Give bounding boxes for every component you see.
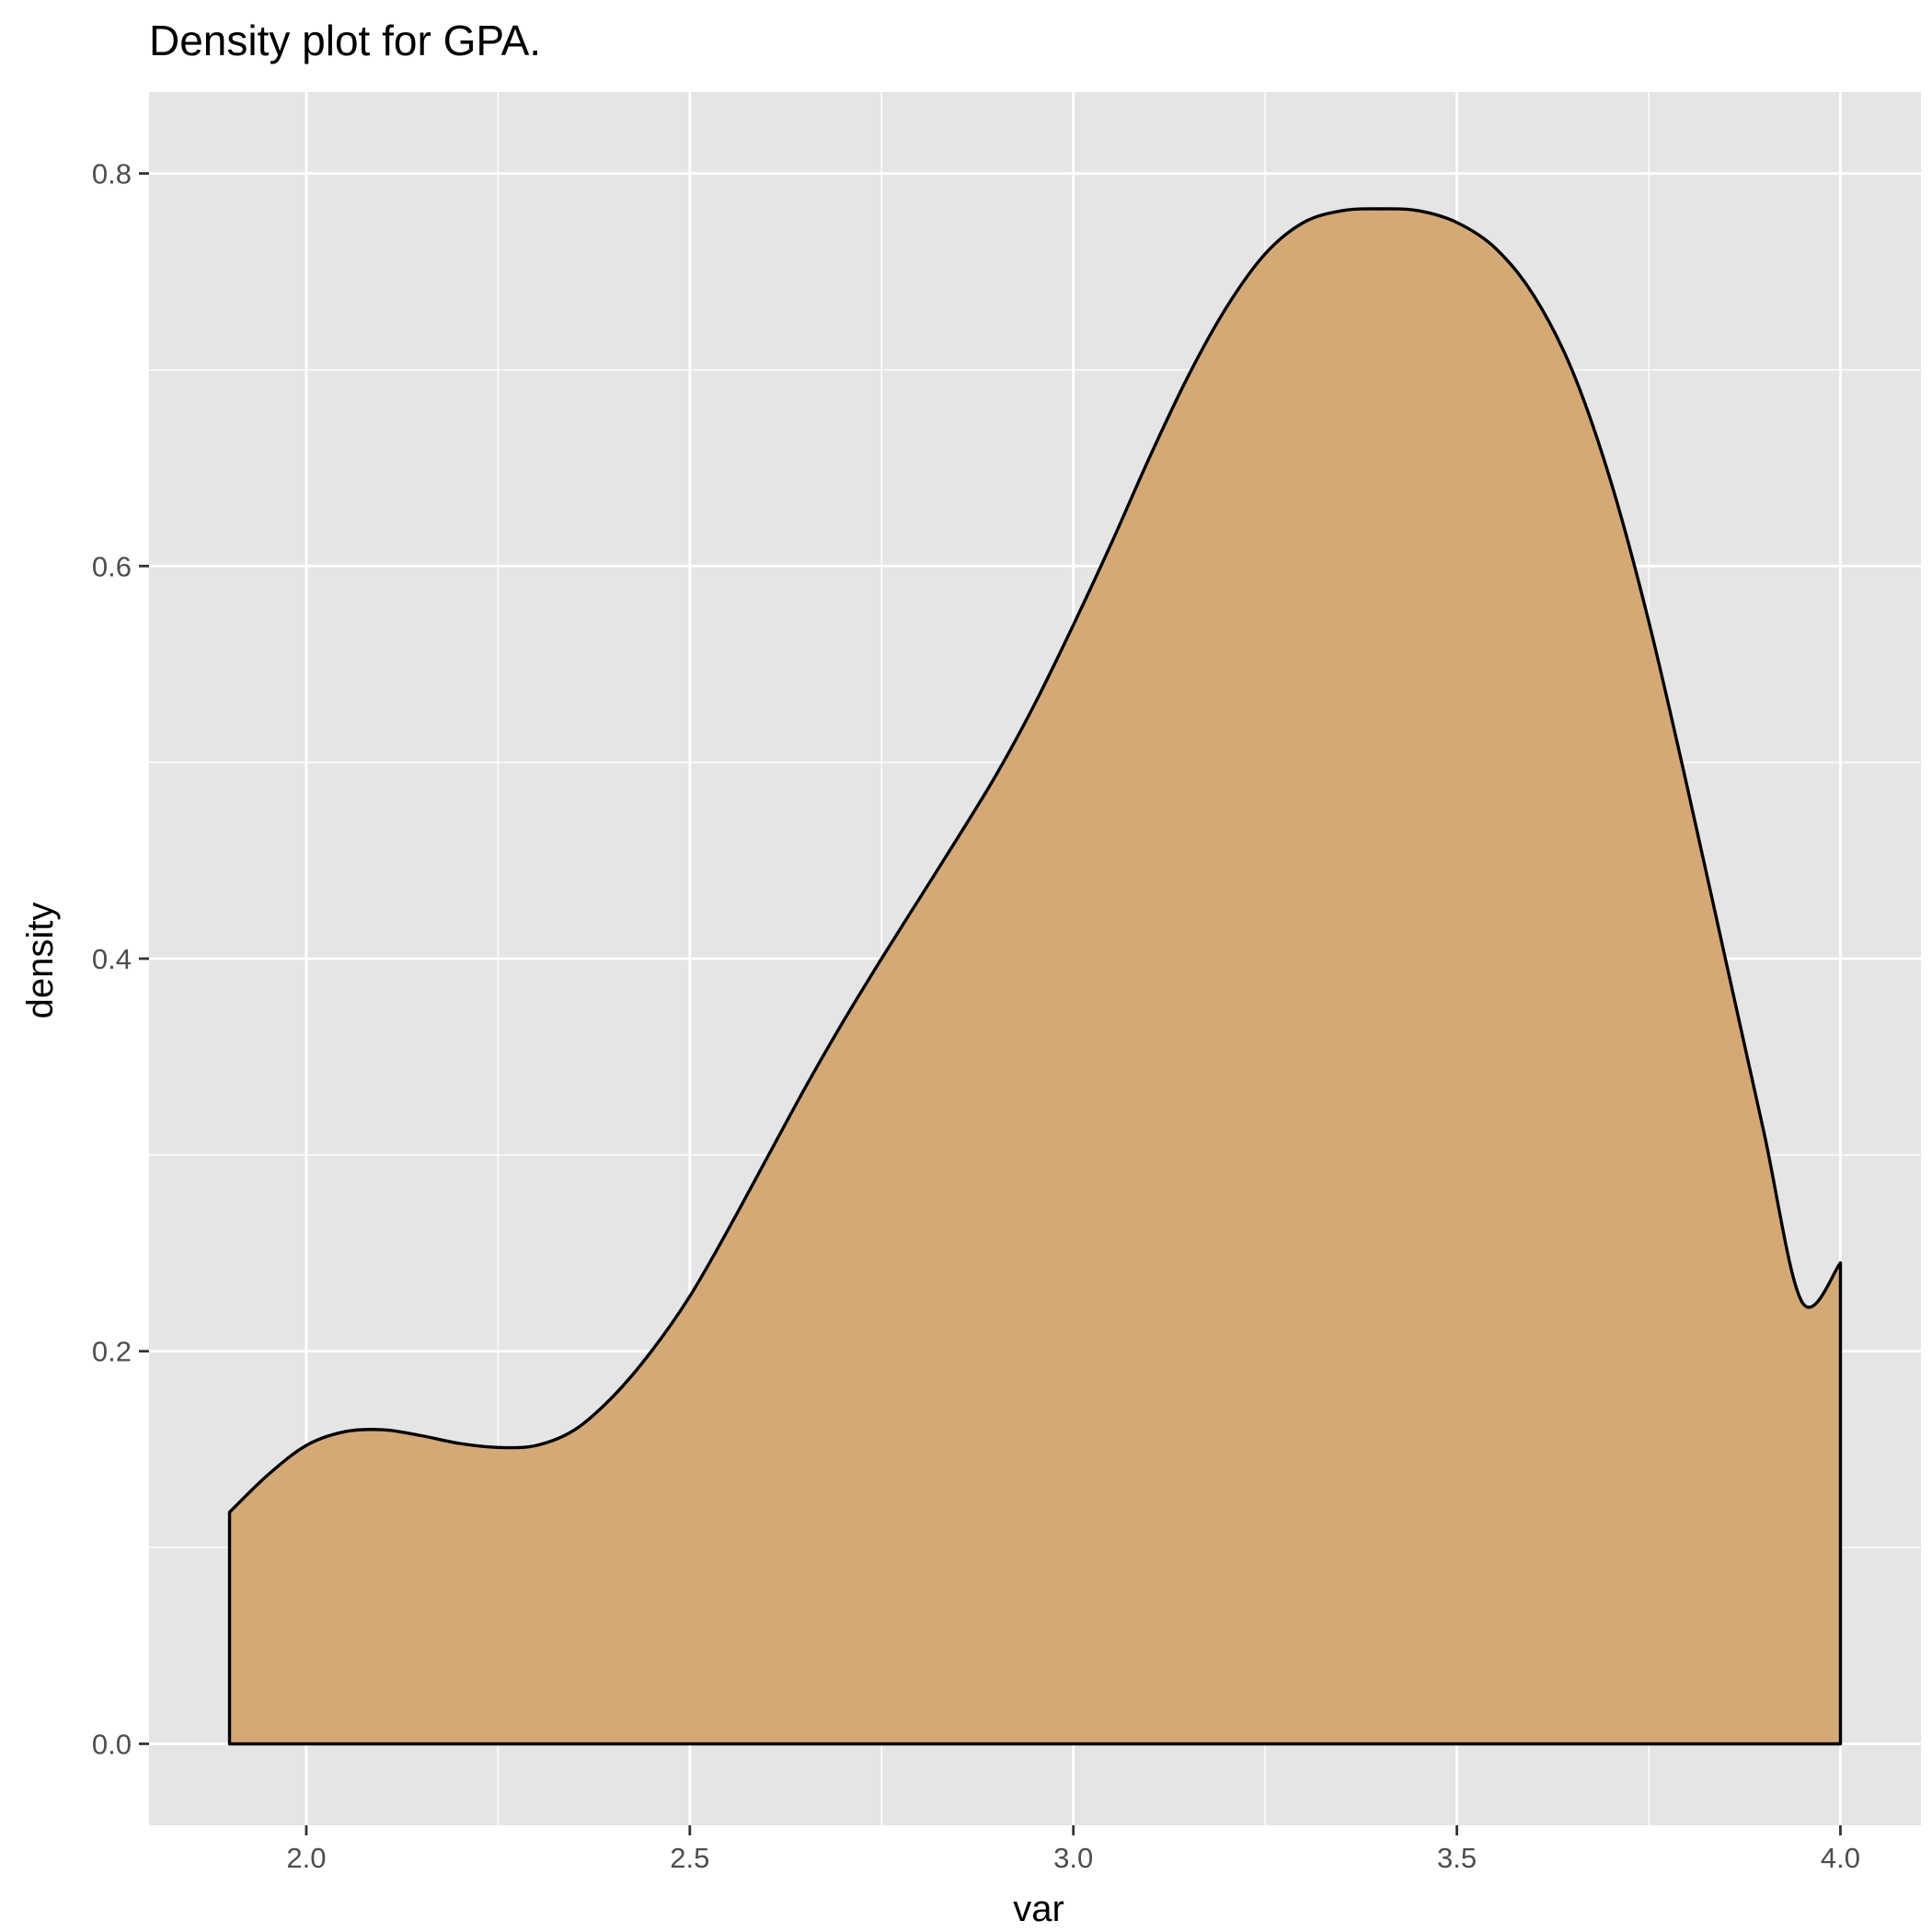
x-axis-label: var xyxy=(1013,1889,1064,1929)
density-area xyxy=(227,207,1843,1746)
tick-labels: 2.0 2.5 3.0 3.5 4.0 0.0 0.2 0.4 0.6 0.8 xyxy=(92,158,1860,1874)
x-tick-label: 2.5 xyxy=(670,1842,709,1874)
x-tick-label: 3.0 xyxy=(1053,1842,1093,1874)
density-layer xyxy=(227,207,1843,1746)
y-axis-label: density xyxy=(20,903,61,1019)
y-tick-label: 0.8 xyxy=(92,158,132,190)
x-tick-label: 4.0 xyxy=(1821,1842,1860,1874)
chart-title: Density plot for GPA. xyxy=(149,17,541,64)
y-tick-label: 0.0 xyxy=(92,1728,132,1760)
x-tick-label: 2.0 xyxy=(286,1842,326,1874)
x-tick-label: 3.5 xyxy=(1437,1842,1477,1874)
y-tick-label: 0.2 xyxy=(92,1336,132,1368)
y-tick-label: 0.4 xyxy=(92,943,132,975)
axis-ticks xyxy=(139,172,1842,1835)
y-tick-label: 0.6 xyxy=(92,550,132,582)
